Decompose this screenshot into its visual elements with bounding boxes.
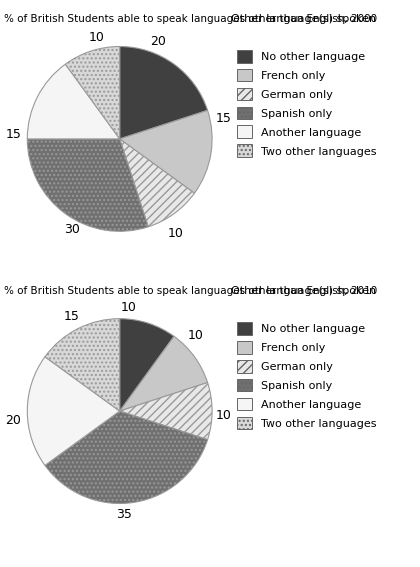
Wedge shape — [27, 64, 120, 139]
Text: 10: 10 — [215, 409, 231, 422]
Text: 15: 15 — [215, 112, 231, 125]
Text: 30: 30 — [64, 223, 79, 236]
Wedge shape — [120, 46, 207, 139]
Wedge shape — [120, 319, 174, 411]
Wedge shape — [120, 383, 212, 439]
Wedge shape — [27, 139, 148, 231]
Text: Other language(s) spoken: Other language(s) spoken — [231, 14, 376, 24]
Text: 20: 20 — [151, 35, 166, 48]
Legend: No other language, French only, German only, Spanish only, Another language, Two: No other language, French only, German o… — [236, 50, 376, 157]
Legend: No other language, French only, German only, Spanish only, Another language, Two: No other language, French only, German o… — [236, 322, 376, 429]
Wedge shape — [120, 111, 212, 193]
Wedge shape — [45, 411, 207, 503]
Wedge shape — [66, 46, 120, 139]
Text: % of British Students able to speak languages other than English, 2010: % of British Students able to speak lang… — [4, 286, 378, 297]
Text: 10: 10 — [188, 329, 203, 342]
Text: 10: 10 — [89, 31, 105, 44]
Text: 10: 10 — [121, 301, 137, 314]
Wedge shape — [27, 357, 120, 466]
Text: 15: 15 — [64, 310, 79, 323]
Text: % of British Students able to speak languages other than English, 2000: % of British Students able to speak lang… — [4, 14, 377, 24]
Wedge shape — [120, 336, 207, 411]
Text: 35: 35 — [116, 508, 132, 521]
Text: 15: 15 — [5, 128, 21, 141]
Wedge shape — [120, 139, 194, 227]
Text: Other language(s) spoken: Other language(s) spoken — [231, 286, 376, 297]
Wedge shape — [45, 319, 120, 411]
Text: 20: 20 — [5, 414, 21, 427]
Text: 10: 10 — [167, 227, 183, 240]
